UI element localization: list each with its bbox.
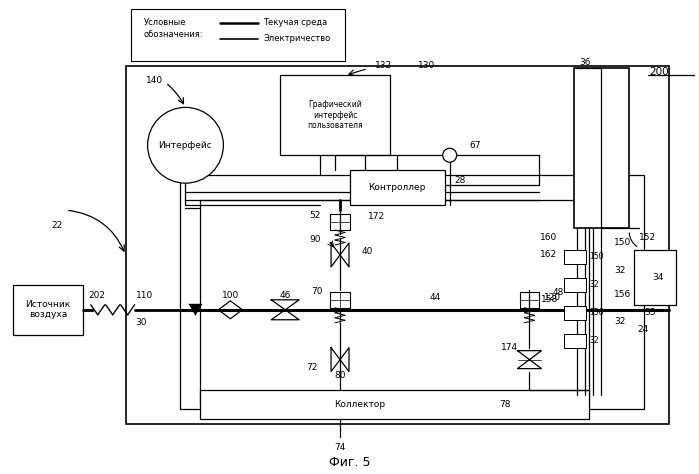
Bar xyxy=(350,170,445,205)
Bar xyxy=(330,292,350,308)
Text: 162: 162 xyxy=(540,250,557,259)
Bar xyxy=(201,200,589,404)
Text: 100: 100 xyxy=(222,292,239,301)
Text: 52: 52 xyxy=(310,210,321,219)
Text: 156: 156 xyxy=(589,308,604,317)
Text: Фиг. 5: Фиг. 5 xyxy=(329,456,370,469)
Text: 130: 130 xyxy=(418,61,435,70)
Bar xyxy=(634,250,676,305)
Text: 110: 110 xyxy=(136,292,153,301)
Text: 202: 202 xyxy=(89,292,106,301)
Text: 22: 22 xyxy=(52,220,63,229)
Text: 78: 78 xyxy=(500,400,511,409)
Text: 40: 40 xyxy=(362,247,373,256)
Text: 120: 120 xyxy=(545,293,561,302)
Bar xyxy=(201,390,589,419)
Text: 36: 36 xyxy=(579,58,591,67)
Text: 74: 74 xyxy=(334,443,346,452)
Bar xyxy=(564,334,586,347)
Text: 150: 150 xyxy=(614,238,631,247)
Bar xyxy=(564,278,586,292)
Text: 172: 172 xyxy=(368,211,385,220)
Text: 24: 24 xyxy=(637,325,649,334)
Bar xyxy=(330,214,350,230)
Text: Коллектор: Коллектор xyxy=(334,400,386,409)
Circle shape xyxy=(147,108,224,183)
Text: Контроллер: Контроллер xyxy=(368,182,426,191)
Text: 35: 35 xyxy=(644,308,656,317)
Text: 46: 46 xyxy=(280,292,291,301)
Text: 90: 90 xyxy=(310,236,321,245)
Text: 160: 160 xyxy=(540,234,557,243)
Text: 32: 32 xyxy=(614,317,626,326)
Text: 28: 28 xyxy=(454,176,466,185)
Text: 32: 32 xyxy=(614,266,626,275)
Text: 152: 152 xyxy=(639,234,656,243)
Bar xyxy=(564,250,586,264)
Bar xyxy=(13,285,82,335)
Text: 70: 70 xyxy=(312,287,323,296)
Text: 48: 48 xyxy=(552,288,564,297)
Text: 30: 30 xyxy=(136,318,147,327)
Text: 72: 72 xyxy=(307,363,318,372)
Text: 156: 156 xyxy=(614,291,631,299)
Bar xyxy=(126,65,669,424)
Polygon shape xyxy=(189,304,203,316)
Bar xyxy=(180,175,644,410)
Text: Условные: Условные xyxy=(143,18,186,27)
Text: Источник
воздуха: Источник воздуха xyxy=(25,300,71,319)
Text: 200: 200 xyxy=(649,67,669,77)
Circle shape xyxy=(442,148,456,162)
Text: 140: 140 xyxy=(145,76,163,85)
Text: 44: 44 xyxy=(430,293,441,302)
Bar xyxy=(131,9,345,61)
Text: 132: 132 xyxy=(375,61,392,70)
Text: обозначения:: обозначения: xyxy=(143,30,203,39)
Text: 34: 34 xyxy=(652,273,664,283)
Text: 67: 67 xyxy=(470,141,481,150)
Bar xyxy=(280,75,390,155)
Text: Графический
интерфейс
пользователя: Графический интерфейс пользователя xyxy=(308,100,363,130)
Text: 174: 174 xyxy=(501,343,518,352)
Text: 32: 32 xyxy=(589,336,599,345)
Text: Текучая среда: Текучая среда xyxy=(264,18,328,27)
Text: 32: 32 xyxy=(589,280,599,289)
Bar xyxy=(575,69,629,228)
Text: 158: 158 xyxy=(541,295,559,304)
Bar xyxy=(564,306,586,320)
Text: 150: 150 xyxy=(589,253,604,262)
Bar xyxy=(519,292,540,308)
Text: Интерфейс: Интерфейс xyxy=(159,141,212,150)
Text: 80: 80 xyxy=(334,371,346,380)
Text: Электричество: Электричество xyxy=(264,34,331,43)
